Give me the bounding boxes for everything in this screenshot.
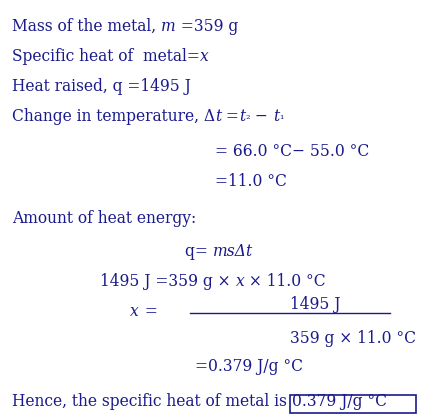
Text: =11.0 °C: =11.0 °C [215,173,286,190]
Text: msΔt: msΔt [212,243,252,260]
Text: ₂: ₂ [245,111,249,121]
Text: 0.379 J/g °C: 0.379 J/g °C [291,393,386,410]
Text: m: m [161,18,175,35]
Text: =359 g: =359 g [175,18,237,35]
Text: Heat raised, q =1495 J: Heat raised, q =1495 J [12,78,190,95]
Text: x: x [130,304,138,321]
Text: =: = [139,304,157,321]
Text: 1495 J =359 g ×: 1495 J =359 g × [100,273,235,290]
Text: ₁: ₁ [278,111,283,121]
Text: Mass of the metal,: Mass of the metal, [12,18,161,35]
Text: 359 g × 11.0 °C: 359 g × 11.0 °C [289,330,415,347]
Text: −: − [249,108,272,125]
Text: q=: q= [184,243,212,260]
Text: =: = [221,108,239,125]
Text: t: t [215,108,221,125]
Text: t: t [239,108,245,125]
Text: Change in temperature, Δ: Change in temperature, Δ [12,108,215,125]
Text: Hence, the specific heat of metal is: Hence, the specific heat of metal is [12,393,291,410]
Text: × 11.0 °C: × 11.0 °C [244,273,325,290]
Text: t: t [272,108,278,125]
Text: x: x [235,273,244,290]
Bar [289,395,415,413]
Text: x: x [200,48,208,65]
Text: = 66.0 °C− 55.0 °C: = 66.0 °C− 55.0 °C [215,143,369,160]
Text: 1495 J: 1495 J [289,296,340,313]
Text: Specific heat of  metal=: Specific heat of metal= [12,48,200,65]
Text: Amount of heat energy:: Amount of heat energy: [12,210,196,227]
Text: =0.379 J/g °C: =0.379 J/g °C [194,358,302,375]
